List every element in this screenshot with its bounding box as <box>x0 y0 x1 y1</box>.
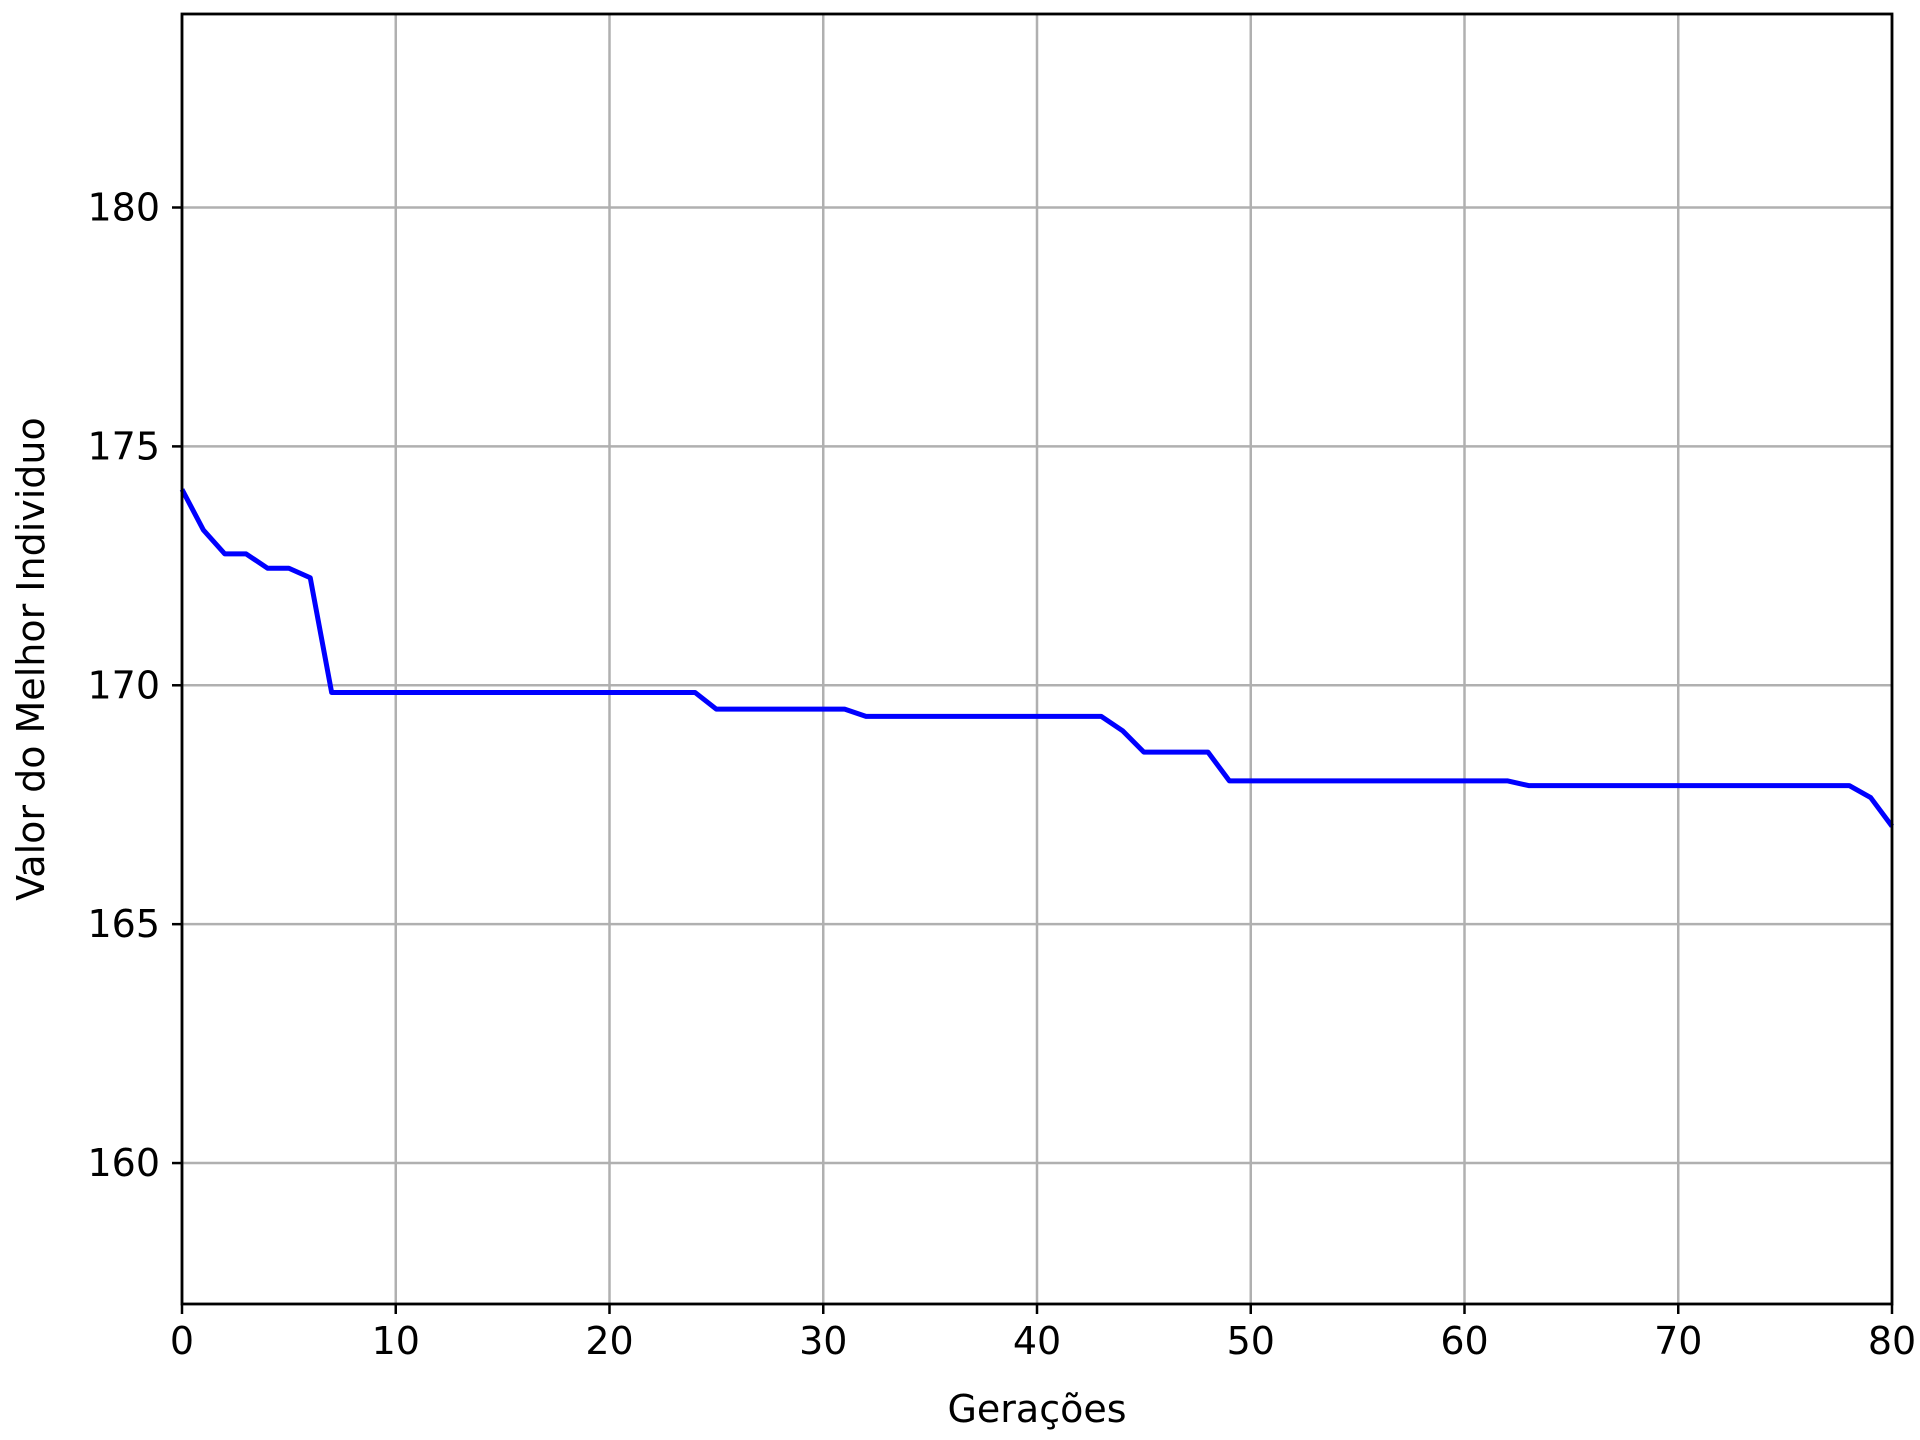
x-axis-ticks: 0 10 20 30 40 50 60 70 80 <box>170 1304 1916 1363</box>
x-tick-label: 40 <box>1013 1319 1061 1363</box>
x-axis-label: Gerações <box>947 1387 1126 1431</box>
x-tick-label: 30 <box>799 1319 847 1363</box>
y-tick-label: 160 <box>87 1141 160 1185</box>
y-axis-label: Valor do Melhor Individuo <box>9 417 53 901</box>
x-tick-label: 60 <box>1440 1319 1488 1363</box>
y-axis-ticks: 160 165 170 175 180 <box>87 186 182 1185</box>
grid-lines <box>180 14 1894 1304</box>
x-tick-label: 50 <box>1227 1319 1275 1363</box>
x-tick-label: 80 <box>1868 1319 1916 1363</box>
x-tick-label: 20 <box>585 1319 633 1363</box>
y-tick-label: 180 <box>87 186 160 230</box>
x-tick-label: 0 <box>170 1319 194 1363</box>
x-tick-label: 10 <box>372 1319 420 1363</box>
y-tick-label: 165 <box>87 902 160 946</box>
series-line-0 <box>179 488 1895 828</box>
x-tick-label: 70 <box>1654 1319 1702 1363</box>
y-tick-label: 175 <box>87 424 160 468</box>
series-group <box>179 488 1895 828</box>
y-tick-label: 170 <box>87 663 160 707</box>
